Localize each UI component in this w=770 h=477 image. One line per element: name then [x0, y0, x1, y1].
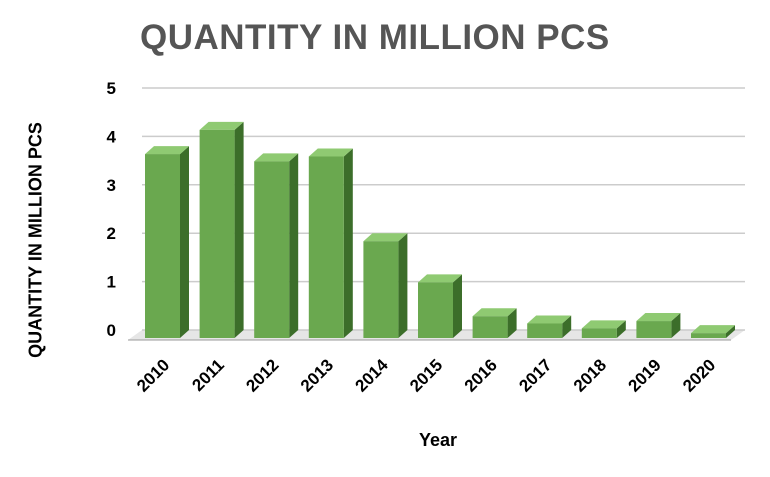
bar-side [726, 325, 735, 338]
bar [472, 316, 508, 338]
bar-side [671, 313, 681, 338]
bar-top [418, 274, 462, 283]
bar [527, 323, 563, 338]
bar-top [199, 121, 244, 130]
y-tick-label: 1 [107, 273, 116, 292]
x-tick-label: 2011 [188, 355, 228, 395]
bar-top [363, 233, 408, 242]
bar [691, 333, 726, 338]
bar-top [527, 315, 572, 324]
bar [418, 282, 453, 338]
bar-top [145, 146, 189, 155]
bar [363, 241, 399, 338]
bar-side [453, 274, 462, 338]
chart-title: QUANTITY IN MILLION PCS [140, 18, 610, 57]
x-tick-label: 2016 [461, 355, 501, 395]
y-tick-label: 0 [107, 321, 116, 340]
bar [636, 321, 672, 338]
x-tick-label: 2012 [242, 355, 282, 395]
bar-side [289, 153, 299, 338]
bar-top [254, 153, 299, 162]
x-tick-label: 2014 [352, 355, 393, 396]
x-tick-label: 2019 [625, 355, 665, 395]
bar-top [581, 320, 626, 329]
bar-top [308, 148, 353, 157]
bar-top [691, 325, 735, 334]
bar-top [636, 313, 681, 322]
bar [199, 129, 235, 338]
bar [254, 161, 290, 338]
y-tick-label: 5 [107, 79, 116, 98]
y-tick-label: 2 [107, 224, 116, 243]
bar-side [180, 146, 189, 338]
bar-side [562, 315, 572, 338]
x-tick-label: 2020 [679, 355, 719, 395]
bar-side [398, 233, 408, 338]
bar-side [234, 121, 244, 338]
bar-top [472, 308, 517, 317]
y-tick-label: 3 [107, 176, 116, 195]
x-axis-title: Year [418, 430, 458, 450]
bar-side [343, 148, 353, 338]
x-tick-label: 2013 [297, 355, 337, 395]
x-tick-label: 2017 [515, 355, 555, 395]
bar [308, 156, 344, 338]
bar-side [507, 308, 517, 338]
y-tick-label: 4 [107, 127, 117, 146]
bar-side [616, 320, 626, 338]
x-tick-label: 2015 [406, 355, 446, 395]
bar [581, 328, 617, 338]
x-tick-label: 2018 [570, 355, 610, 395]
x-tick-label: 2010 [133, 355, 173, 395]
bar [145, 154, 180, 338]
